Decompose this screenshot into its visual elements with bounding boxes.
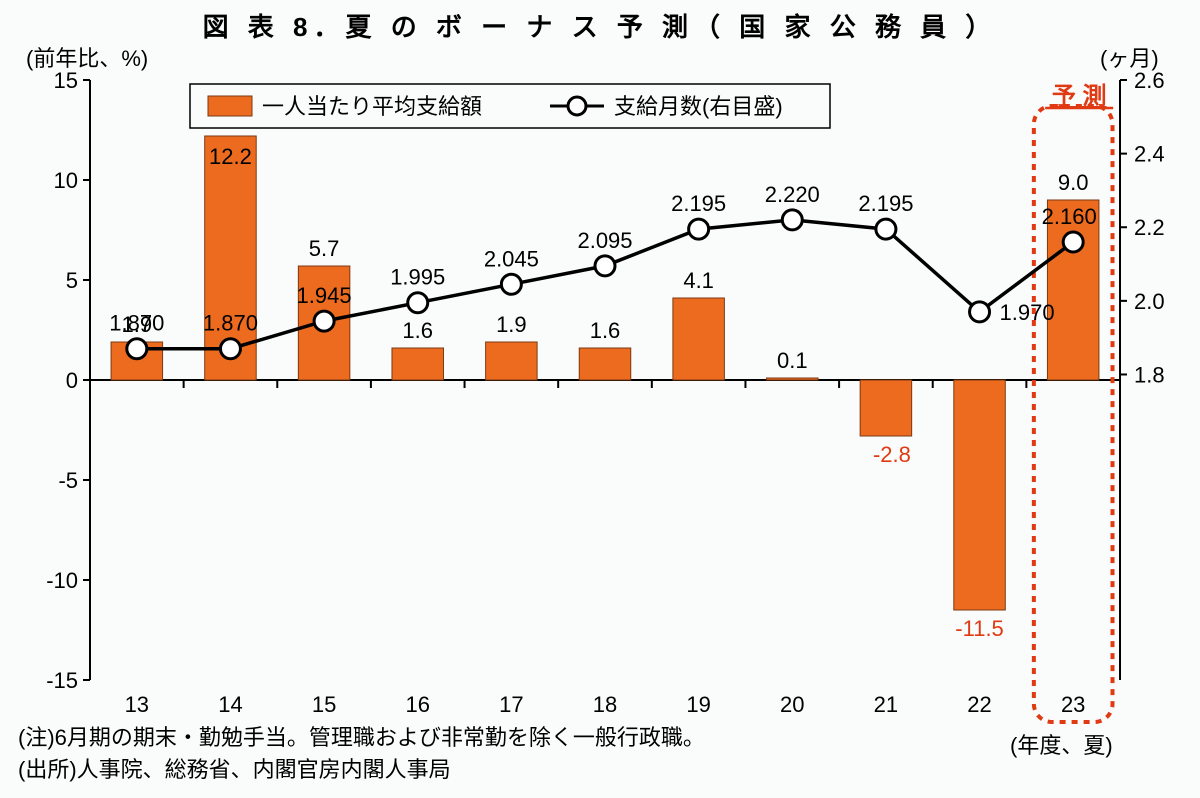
y-left-tick: 15	[54, 68, 78, 93]
line-data-label: 1.995	[390, 265, 445, 290]
y-right-tick: 2.0	[1134, 289, 1165, 314]
x-tick: 13	[125, 692, 149, 717]
line-data-label: 2.195	[858, 191, 913, 216]
bar	[673, 298, 725, 380]
chart-title: 図 表 8．夏 の ボ ー ナ ス 予 測（ 国 家 公 務 員 ）	[203, 12, 998, 42]
bar-data-label: 1.6	[402, 318, 433, 343]
line-marker	[127, 339, 147, 359]
bar-data-label: 9.0	[1058, 170, 1089, 195]
x-tick: 15	[312, 692, 336, 717]
bar-data-label: 5.7	[309, 236, 340, 261]
x-tick: 21	[874, 692, 898, 717]
bar	[860, 380, 912, 436]
forecast-label: 予 測	[1052, 82, 1107, 110]
bar	[392, 348, 444, 380]
y-left-tick: -15	[46, 668, 78, 693]
line-data-label: 1.870	[203, 311, 258, 336]
line-marker	[595, 256, 615, 276]
bar-data-label: 4.1	[683, 268, 714, 293]
bar-data-label: 12.2	[209, 144, 252, 169]
y-left-label: (前年比、%)	[26, 46, 148, 71]
x-tick: 23	[1061, 692, 1085, 717]
line-marker	[876, 219, 896, 239]
line-marker	[314, 311, 334, 331]
x-tick: 19	[686, 692, 710, 717]
y-left-tick: 10	[54, 168, 78, 193]
chart-container: 図 表 8．夏 の ボ ー ナ ス 予 測（ 国 家 公 務 員 ） (前年比、%…	[0, 0, 1200, 798]
y-right-tick: 2.6	[1134, 68, 1165, 93]
chart-svg: 図 表 8．夏 の ボ ー ナ ス 予 測（ 国 家 公 務 員 ） (前年比、%…	[0, 0, 1200, 798]
line-marker	[1063, 232, 1083, 252]
legend-bar-icon	[208, 96, 252, 116]
legend-bar-label: 一人当たり平均支給額	[262, 94, 482, 119]
bar	[767, 378, 819, 380]
line-data-label: 2.220	[765, 182, 820, 207]
y-left-tick: 0	[66, 368, 78, 393]
y-right-tick: 2.4	[1134, 142, 1165, 167]
line-data-label: 1.970	[1000, 300, 1055, 325]
line-marker	[689, 219, 709, 239]
footnote-2: (出所)人事院、総務省、内閣官房内閣人事局	[18, 752, 451, 784]
y-left-tick: -10	[46, 568, 78, 593]
x-tick: 20	[780, 692, 804, 717]
x-tick: 22	[967, 692, 991, 717]
forecast-box	[1034, 106, 1113, 722]
line-marker	[408, 293, 428, 313]
bar-data-label: 1.6	[590, 318, 621, 343]
x-tick: 16	[405, 692, 429, 717]
x-tick: 14	[218, 692, 242, 717]
bar-data-label: 1.9	[496, 312, 527, 337]
legend-line-marker-icon	[568, 97, 586, 115]
bar-data-label: -11.5	[955, 616, 1004, 641]
bar	[579, 348, 631, 380]
line-data-label: 2.160	[1042, 204, 1097, 229]
bar-data-label: 1.9	[122, 312, 153, 337]
bar-data-label: -2.8	[873, 442, 911, 467]
line-marker	[970, 302, 990, 322]
x-axis-label: (年度、夏)	[1010, 728, 1113, 760]
bar-data-label: 0.1	[777, 348, 808, 373]
bar	[486, 342, 538, 380]
footnote-1: (注)6月期の期末・勤勉手当。管理職および非常勤を除く一般行政職。	[18, 720, 705, 752]
y-right-tick: 1.8	[1134, 362, 1165, 387]
line-marker	[501, 274, 521, 294]
y-right-tick: 2.2	[1134, 215, 1165, 240]
x-tick: 17	[499, 692, 523, 717]
line-data-label: 2.045	[484, 246, 539, 271]
legend-line-label: 支給月数(右目盛)	[614, 94, 783, 119]
line-marker	[220, 339, 240, 359]
line-marker	[782, 210, 802, 230]
y-left-tick: 5	[66, 268, 78, 293]
y-left-tick: -5	[58, 468, 78, 493]
x-tick: 18	[593, 692, 617, 717]
bar	[954, 380, 1006, 610]
line-data-label: 2.095	[577, 228, 632, 253]
line-data-label: 2.195	[671, 191, 726, 216]
line-data-label: 1.945	[297, 283, 352, 308]
